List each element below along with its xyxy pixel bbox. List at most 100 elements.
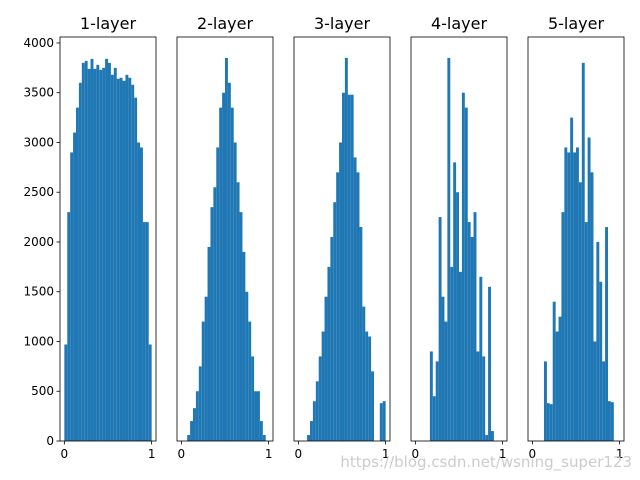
histogram-bar [307,435,310,441]
histogram-bar [362,306,366,441]
histogram-bar [84,60,88,441]
histogram-bar [327,266,331,441]
histogram-bar [558,316,562,441]
histogram-bar [309,421,313,441]
y-tick-label: 0 [46,434,54,448]
histogram-bar [473,212,477,441]
histogram-bar [245,291,249,441]
histogram-bar [353,157,357,442]
histogram-bar [230,107,234,442]
y-tick-label: 1500 [23,285,54,299]
histogram-bar [608,401,611,441]
histogram-bar [137,142,141,441]
histogram-bar [190,421,193,441]
histogram-bar [187,435,191,441]
histogram-bar [549,404,553,441]
histogram-bar [131,84,135,441]
histogram-bar [555,331,559,441]
histogram-bar [444,321,448,441]
axes-frame [176,36,274,442]
histogram-bar [207,246,211,441]
histogram-bar [227,82,231,441]
subplot-title: 3-layer [314,14,371,33]
histogram-bar [128,77,132,441]
histogram-bar [342,92,345,442]
histogram-bar [593,341,597,441]
histogram-bar [96,64,100,442]
y-tick-label: 3000 [23,135,54,149]
histogram-bar [461,92,465,442]
histogram-bar [116,78,120,442]
histogram-bar [64,344,68,441]
histogram-bar [233,142,237,441]
histogram-bar [467,222,471,441]
histogram-bar [216,147,220,442]
histogram-bar [324,296,328,441]
histogram-bar [581,62,585,442]
histogram-bar [476,351,480,441]
histogram-bar [192,408,196,441]
histogram-bar [561,212,565,441]
histogram-bar [441,296,445,441]
histogram-bar [73,132,76,441]
histogram-bar [108,62,111,442]
histogram-bar [573,152,576,441]
histogram-bar [435,361,439,441]
histogram-bar [195,391,199,441]
histogram-bar [81,62,85,442]
histogram-bar [368,336,372,441]
histogram-bar [134,97,138,441]
histogram-bar [488,286,492,441]
histogram-bar [93,68,97,442]
histogram-bar [552,301,556,441]
histogram-bar [359,227,363,441]
x-tick-label: 1 [148,447,156,461]
histogram-bar [148,344,152,441]
histogram-bar [339,142,342,441]
y-tick-label: 2000 [23,235,54,249]
histogram-bar [491,431,494,441]
histogram-bar [210,207,214,441]
histogram-bar [67,212,71,441]
histogram-bar [70,152,74,441]
histogram-bar [447,57,451,442]
histogram-bar [110,74,114,441]
histogram-bar [315,381,319,441]
histogram-bar [590,172,594,441]
histogram-bar [222,92,225,442]
histogram-bar [459,271,462,441]
histogram-bar [382,401,386,441]
x-tick-label: 0 [61,447,69,461]
histogram-bar [479,276,483,441]
histogram-bar [242,251,246,441]
x-tick-label: 0 [412,447,420,461]
axes-frame [59,36,157,442]
x-tick-label: 1 [382,447,390,461]
histogram-bar [336,172,340,441]
histogram-bar [119,77,123,441]
histogram-bar [602,361,606,441]
histogram-bar [219,107,223,442]
histogram-bar [236,182,240,441]
x-tick-label: 0 [178,447,186,461]
histogram-bar [75,107,79,442]
y-tick-label: 2500 [23,185,54,199]
y-tick-label: 3500 [23,86,54,100]
histogram-bar [350,94,354,441]
histogram-bar [365,331,369,441]
histogram-bar [333,202,337,441]
histogram-bar [470,237,474,441]
histogram-bar [347,94,351,441]
histogram-bar [564,147,568,442]
histogram-bar [145,222,149,441]
x-tick-label: 1 [499,447,507,461]
histogram-bar [312,401,316,441]
histogram-bar [142,222,146,441]
histogram-bar [344,57,348,442]
histogram-bar [330,237,334,441]
histogram-bar [450,266,454,441]
axes-frame [293,36,391,442]
axes-frame [527,36,625,442]
histogram-bar [78,82,82,441]
